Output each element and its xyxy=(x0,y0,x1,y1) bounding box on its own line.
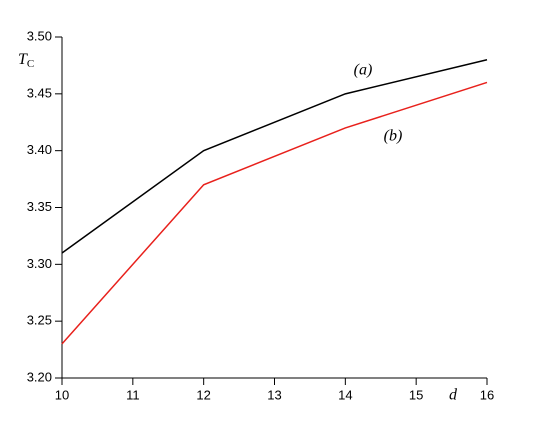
y-axis-label: TC xyxy=(18,51,34,70)
x-tick-label: 10 xyxy=(55,387,69,402)
y-label-sub: C xyxy=(27,58,34,70)
x-tick-label: 16 xyxy=(480,387,494,402)
y-tick-label: 3.30 xyxy=(27,256,52,271)
y-tick-label: 3.50 xyxy=(27,28,52,43)
x-tick-label: 11 xyxy=(126,387,140,402)
x-tick-label: 15 xyxy=(409,387,423,402)
y-label-main: T xyxy=(18,51,28,68)
y-tick-label: 3.40 xyxy=(27,142,52,157)
y-tick-label: 3.35 xyxy=(27,199,52,214)
x-axis-label: d xyxy=(449,387,458,404)
y-tick-label: 3.45 xyxy=(27,85,52,100)
series-line xyxy=(61,59,488,254)
x-tick-label: 13 xyxy=(267,387,281,402)
x-tick-label: 12 xyxy=(196,387,210,402)
series-label: (b) xyxy=(384,128,403,145)
series-line xyxy=(61,81,488,345)
x-tick-label: 14 xyxy=(338,387,352,402)
series-label: (a) xyxy=(354,62,373,79)
y-tick-label: 3.25 xyxy=(27,313,52,328)
y-tick-label: 3.20 xyxy=(27,369,52,384)
